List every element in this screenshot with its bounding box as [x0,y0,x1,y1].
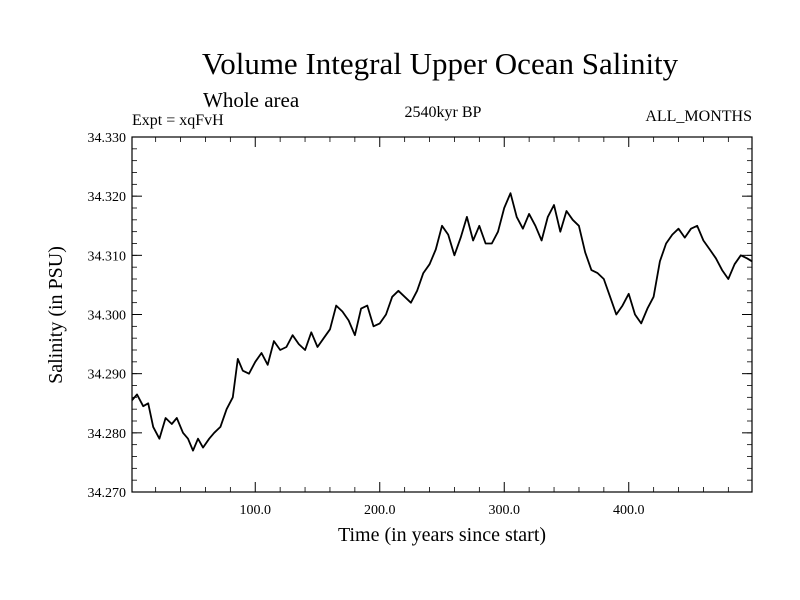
x-tick-label: 100.0 [240,503,272,518]
y-tick-label: 34.310 [88,249,127,264]
y-tick-label: 34.290 [88,368,127,383]
x-tick-label: 300.0 [488,503,520,518]
chart-title: Volume Integral Upper Ocean Salinity [201,46,679,81]
y-tick-label: 34.280 [88,427,127,442]
y-tick-label: 34.300 [88,309,127,324]
y-tick-label: 34.320 [88,190,127,205]
chart-subtitle: Whole area [203,88,300,112]
series-line-salinity [131,192,753,452]
y-tick-label: 34.270 [88,486,127,501]
plot-frame [131,136,753,493]
x-axis-label: Time (in years since start) [338,524,546,546]
experiment-label: Expt = xqFvH [132,112,224,129]
y-tick-label: 34.330 [88,131,127,146]
period-label: 2540kyr BP [404,104,482,121]
x-tick-label: 200.0 [364,503,396,518]
x-tick-label: 400.0 [613,503,645,518]
season-label: ALL_MONTHS [645,108,752,125]
y-axis-label: Salinity (in PSU) [45,246,67,384]
